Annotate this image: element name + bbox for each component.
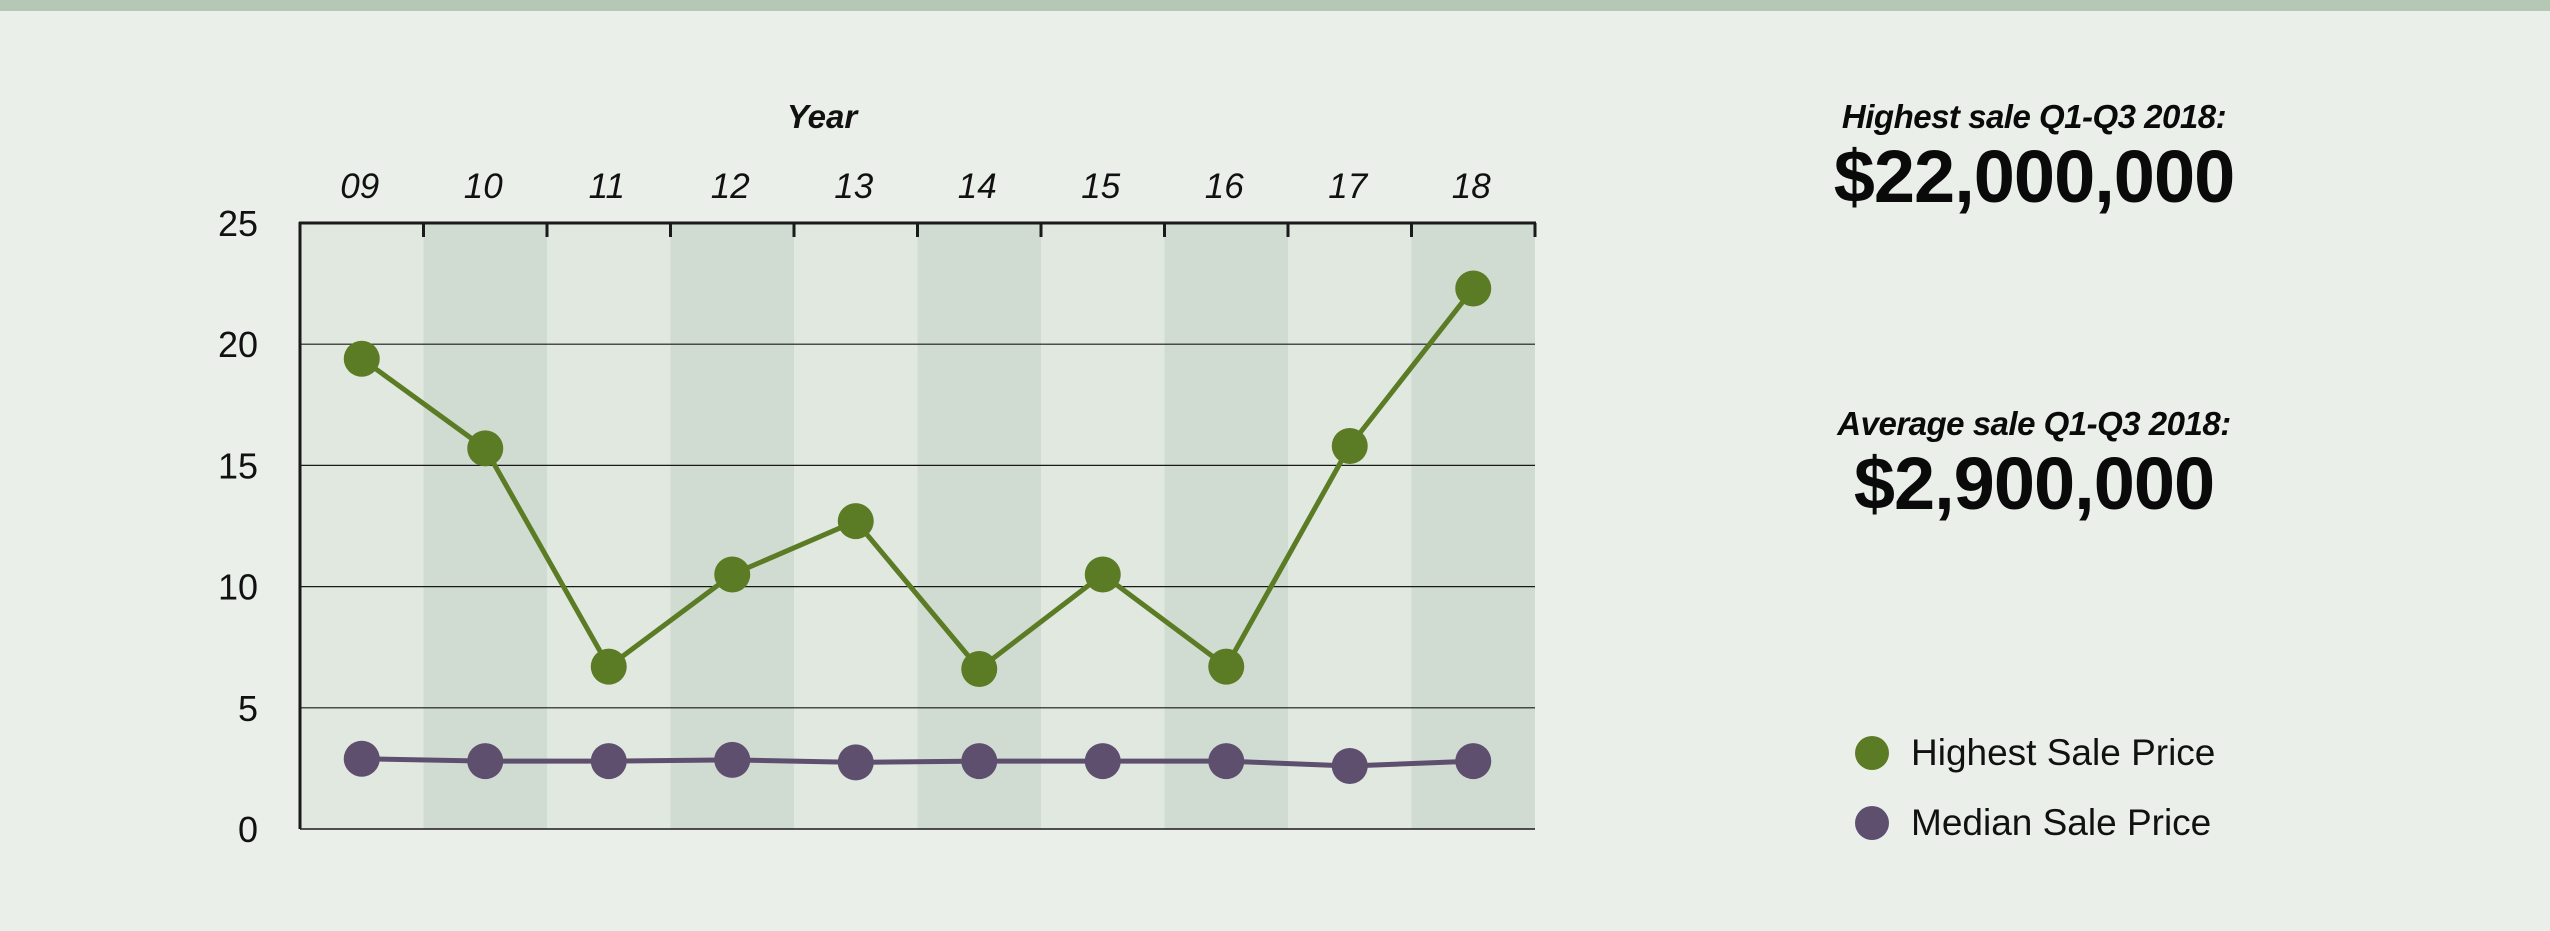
column-band-16 <box>1164 223 1288 829</box>
point-median-12 <box>714 741 751 778</box>
average-sale-value: $2,900,000 <box>1853 442 2215 525</box>
legend-item-highest: Highest Sale Price <box>1855 718 2215 788</box>
point-median-14 <box>961 743 998 780</box>
y-tick-label-10: 10 <box>218 567 258 608</box>
y-tick-label-5: 5 <box>238 688 258 729</box>
column-band-11 <box>547 223 671 829</box>
point-highest-13 <box>837 503 874 540</box>
point-median-15 <box>1084 743 1121 780</box>
x-tick-label-17: 17 <box>1328 167 1368 206</box>
x-tick-label-09: 09 <box>340 167 379 206</box>
point-median-17 <box>1331 747 1368 784</box>
point-highest-17 <box>1331 428 1368 465</box>
average-sale-stat: Average sale Q1-Q3 2018: $2,900,000 <box>1734 405 2334 524</box>
point-median-09 <box>343 740 380 777</box>
legend-item-median: Median Sale Price <box>1855 788 2215 858</box>
highest-sale-stat: Highest sale Q1-Q3 2018: $22,000,000 <box>1734 98 2334 217</box>
top-accent-strip <box>0 0 2550 11</box>
point-highest-18 <box>1455 270 1492 307</box>
legend-dot-highest <box>1855 736 1889 770</box>
point-median-11 <box>590 743 627 780</box>
column-band-17 <box>1288 223 1412 829</box>
column-band-18 <box>1411 223 1535 829</box>
column-band-12 <box>670 223 794 829</box>
x-axis-title: Year <box>787 98 859 135</box>
y-tick-label-0: 0 <box>238 809 258 850</box>
legend-label-highest: Highest Sale Price <box>1911 732 2216 773</box>
x-tick-label-15: 15 <box>1081 167 1120 206</box>
y-tick-label-20: 20 <box>218 324 258 365</box>
series-line-median <box>361 756 1474 769</box>
x-tick-label-14: 14 <box>958 167 997 206</box>
point-median-18 <box>1455 743 1492 780</box>
x-tick-label-11: 11 <box>589 167 625 206</box>
point-highest-11 <box>590 648 627 685</box>
point-highest-10 <box>467 430 504 467</box>
chart-legend: Highest Sale Price Median Sale Price <box>1855 718 2215 858</box>
x-tick-label-13: 13 <box>834 167 873 206</box>
y-tick-label-15: 15 <box>218 445 258 486</box>
highest-sale-label: Highest sale Q1-Q3 2018: <box>1841 98 2227 135</box>
y-tick-label-25: 25 <box>218 203 258 244</box>
point-median-13 <box>837 744 874 781</box>
column-band-09 <box>300 223 424 829</box>
point-highest-12 <box>714 556 751 593</box>
column-band-15 <box>1041 223 1165 829</box>
point-highest-15 <box>1084 556 1121 593</box>
point-median-10 <box>467 743 504 780</box>
point-highest-16 <box>1208 648 1245 685</box>
point-highest-14 <box>961 651 998 688</box>
point-highest-09 <box>343 340 380 377</box>
average-sale-label: Average sale Q1-Q3 2018: <box>1837 405 2231 442</box>
column-band-14 <box>917 223 1041 829</box>
x-tick-label-18: 18 <box>1452 167 1491 206</box>
point-median-16 <box>1208 743 1245 780</box>
highest-sale-value: $22,000,000 <box>1833 135 2236 218</box>
x-tick-label-12: 12 <box>711 167 750 206</box>
x-tick-label-10: 10 <box>464 167 503 206</box>
series-line-highest <box>360 286 1476 672</box>
x-tick-label-16: 16 <box>1205 167 1244 206</box>
legend-label-median: Median Sale Price <box>1911 802 2212 843</box>
legend-dot-median <box>1855 806 1889 840</box>
